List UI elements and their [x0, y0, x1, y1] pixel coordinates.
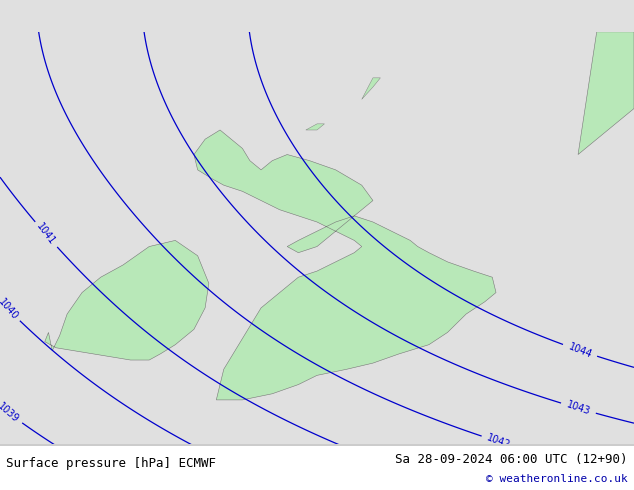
- Text: Sa 28-09-2024 06:00 UTC (12+90): Sa 28-09-2024 06:00 UTC (12+90): [395, 453, 628, 466]
- Text: 1043: 1043: [565, 399, 592, 417]
- Polygon shape: [362, 78, 380, 99]
- Text: © weatheronline.co.uk: © weatheronline.co.uk: [486, 474, 628, 484]
- Polygon shape: [45, 241, 209, 360]
- Text: Surface pressure [hPa] ECMWF: Surface pressure [hPa] ECMWF: [6, 457, 216, 469]
- Polygon shape: [306, 124, 325, 130]
- Polygon shape: [578, 32, 634, 154]
- Text: 1044: 1044: [567, 341, 593, 360]
- Text: 1040: 1040: [0, 296, 20, 321]
- Text: 1039: 1039: [0, 401, 21, 424]
- Text: 1041: 1041: [35, 221, 58, 247]
- Text: 1042: 1042: [486, 433, 512, 451]
- Polygon shape: [194, 130, 496, 400]
